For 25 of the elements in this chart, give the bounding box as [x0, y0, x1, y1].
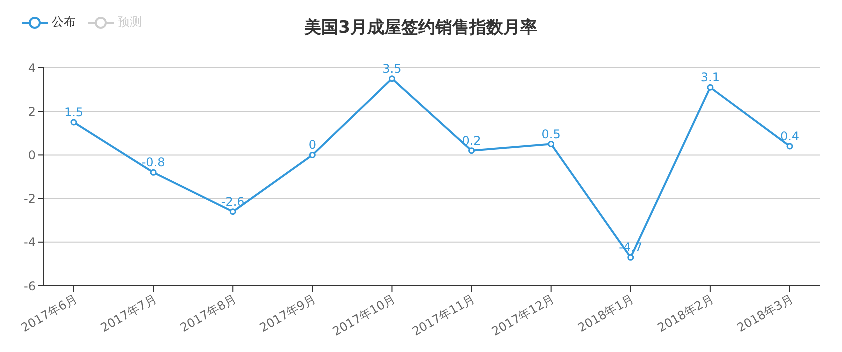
y-tick-label: 2 [28, 104, 36, 119]
legend-label: 公布 [52, 14, 76, 31]
point [388, 76, 396, 82]
point [70, 119, 78, 126]
point [150, 169, 157, 176]
chart-title: 美国3月成屋签约销售指数月率 [304, 18, 538, 38]
data-label: 0.5 [542, 127, 561, 142]
y-tick-label: 0 [28, 148, 36, 162]
data-label: -0.8 [142, 156, 166, 170]
point [230, 208, 236, 216]
point [786, 143, 794, 150]
point [707, 84, 714, 91]
y-tick-label: -4 [24, 236, 36, 250]
data-label: 0.4 [780, 129, 800, 144]
y-tick-label: 4 [28, 61, 36, 76]
y-tick-label: -2 [24, 192, 36, 206]
data-label: 0 [308, 138, 316, 152]
data-label: 3.5 [382, 62, 402, 76]
data-label: 3.1 [700, 70, 720, 85]
y-tick-label: -6 [24, 279, 36, 294]
point [628, 254, 634, 261]
point [468, 148, 476, 154]
point [548, 141, 555, 148]
data-label: 1.5 [64, 106, 84, 120]
point [309, 152, 316, 158]
